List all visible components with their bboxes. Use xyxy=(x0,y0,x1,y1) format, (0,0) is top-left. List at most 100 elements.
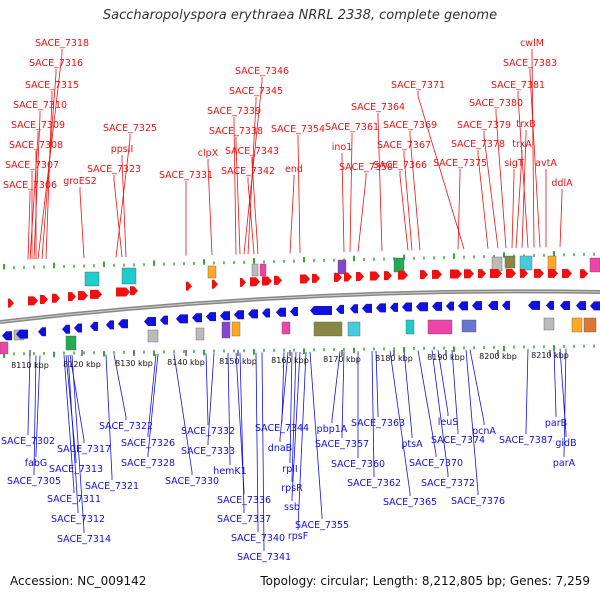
minus-gene-arrow xyxy=(2,331,12,341)
scale-tick-label: 8210 kbp xyxy=(531,351,569,360)
minus-gene-arrow xyxy=(220,311,230,321)
plus-gene-arrow xyxy=(356,272,364,282)
minus-gene-label: SACE_7326 xyxy=(121,438,175,449)
plus-gene-arrow xyxy=(274,275,282,285)
minus-gene-arrow xyxy=(106,320,114,330)
leader-line xyxy=(45,91,53,259)
leader-line xyxy=(247,97,257,255)
leader-line xyxy=(227,352,231,465)
plus-gene-label: SACE_7364 xyxy=(351,102,405,113)
plus-gene-arrow xyxy=(344,272,352,282)
minus-gene-label: SACE_7317 xyxy=(57,444,111,455)
minus-gene-label: ptsA xyxy=(401,439,423,450)
leader-line xyxy=(483,131,499,249)
minus-gene-label: SACE_7360 xyxy=(331,459,385,470)
leader-line xyxy=(235,137,241,255)
leader-line xyxy=(113,175,123,258)
plus-gene-label: SACE_7380 xyxy=(469,98,523,109)
plus-gene-label: SACE_7325 xyxy=(103,123,157,134)
leader-line xyxy=(297,135,301,254)
minus-gene-label: SACE_7363 xyxy=(351,418,405,429)
minus-gene-arrow xyxy=(276,307,286,317)
minus-gene-label: SACE_7313 xyxy=(49,464,103,475)
plus-gene-arrow xyxy=(90,289,102,299)
minus-gene-arrow xyxy=(350,304,358,314)
leader-line xyxy=(559,348,567,437)
plus-gene-label: SACE_7367 xyxy=(377,140,431,151)
minus-gene-label: SACE_7330 xyxy=(165,476,219,487)
plus-gene-label: trxA xyxy=(512,139,532,150)
feature-block xyxy=(84,271,100,287)
minus-gene-label: SACE_7321 xyxy=(85,481,139,492)
minus-gene-label: SACE_7336 xyxy=(217,495,271,506)
leader-line xyxy=(255,352,259,532)
plus-gene-arrow xyxy=(312,273,320,283)
leader-line xyxy=(403,350,413,438)
feature-block xyxy=(427,319,453,335)
leader-line xyxy=(529,69,541,248)
plus-gene-arrow xyxy=(580,269,588,279)
plus-gene-arrow xyxy=(464,269,474,279)
minus-gene-label: SACE_7312 xyxy=(51,514,105,525)
plus-gene-arrow xyxy=(250,277,260,287)
leader-line xyxy=(261,352,265,551)
leader-line xyxy=(399,171,409,251)
feature-block xyxy=(231,321,241,337)
leader-line xyxy=(349,133,353,252)
leader-line xyxy=(331,351,341,423)
minus-gene-arrow xyxy=(446,301,454,311)
leader-line xyxy=(477,150,489,249)
plus-gene-label: SACE_7318 xyxy=(35,38,89,49)
plus-gene-label: SACE_7308 xyxy=(9,140,63,151)
minus-gene-arrow xyxy=(262,308,270,318)
feature-block xyxy=(491,256,503,272)
plus-gene-label: SACE_7323 xyxy=(87,164,141,175)
minus-gene-label: SACE_7372 xyxy=(421,478,475,489)
scale-tick-label: 8140 kbp xyxy=(167,358,205,367)
leader-line xyxy=(417,91,465,250)
plus-gene-arrow xyxy=(534,268,544,278)
leader-line xyxy=(517,91,529,248)
minus-gene-arrow xyxy=(310,306,332,316)
plus-gene-label: cwlM xyxy=(520,38,544,49)
leader-line xyxy=(289,175,295,254)
leader-line xyxy=(521,130,527,248)
plus-gene-label: groES2 xyxy=(63,176,97,187)
leader-line xyxy=(511,169,515,249)
minus-gene-label: pbp1A xyxy=(317,424,348,435)
minus-gene-arrow xyxy=(118,319,128,329)
feature-block xyxy=(347,321,361,337)
plus-gene-arrow xyxy=(52,293,60,303)
genome-summary-text: Topology: circular; Length: 8,212,805 bp… xyxy=(260,574,590,588)
plus-gene-arrow xyxy=(8,298,14,308)
minus-gene-label: parB xyxy=(545,418,567,429)
minus-gene-arrow xyxy=(74,323,82,333)
leader-line xyxy=(27,191,31,260)
scale-tick-label: 8110 kbp xyxy=(11,361,49,370)
feature-block xyxy=(583,317,597,333)
minus-gene-label: rplI xyxy=(282,464,297,475)
minus-gene-label: SACE_7355 xyxy=(295,520,349,531)
scale-tick-label: 8120 kbp xyxy=(63,360,101,369)
feature-block xyxy=(195,327,205,341)
leader-line xyxy=(243,77,263,255)
leader-line xyxy=(297,351,307,530)
plus-gene-label: SACE_7371 xyxy=(391,80,445,91)
minus-gene-label: SACE_7362 xyxy=(347,478,401,489)
leader-line xyxy=(377,113,383,252)
leader-line xyxy=(251,157,259,255)
leader-line xyxy=(291,351,301,501)
leader-line xyxy=(105,354,113,480)
plus-gene-arrow xyxy=(506,268,516,278)
minus-gene-label: gidB xyxy=(555,438,576,449)
leader-line xyxy=(41,69,57,260)
plus-gene-label: SACE_7379 xyxy=(457,120,511,131)
minus-gene-arrow xyxy=(458,301,468,311)
minus-gene-label: SACE_7311 xyxy=(47,494,101,505)
leader-line xyxy=(69,355,85,443)
leader-line xyxy=(437,350,449,416)
leader-line xyxy=(403,151,413,251)
minus-gene-arrow xyxy=(560,301,570,311)
minus-gene-arrow xyxy=(90,321,98,331)
leader-line xyxy=(147,353,159,457)
